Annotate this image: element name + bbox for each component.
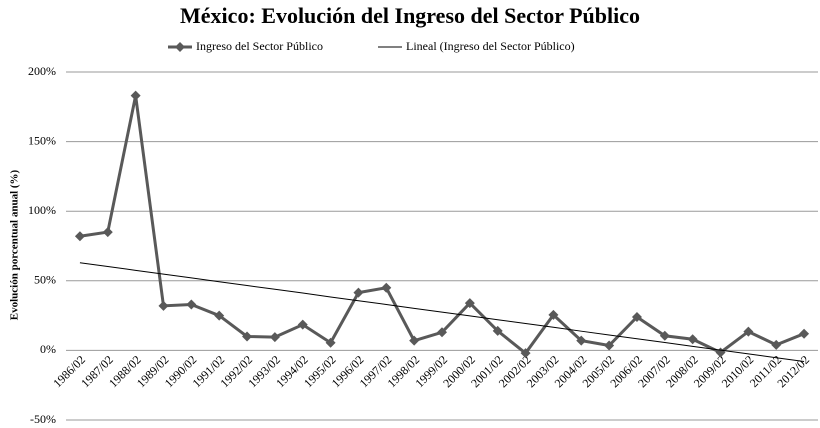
data-point <box>520 348 531 359</box>
series-line <box>79 95 805 356</box>
y-tick-label: 100% <box>28 203 56 217</box>
data-point <box>492 325 503 336</box>
data-point <box>297 319 308 330</box>
data-point <box>353 287 364 298</box>
data-point <box>409 335 420 346</box>
series-line <box>79 262 805 363</box>
data-point <box>743 326 754 337</box>
data-point <box>771 339 782 350</box>
y-tick-label: 50% <box>34 273 56 287</box>
y-tick-label: 0% <box>40 342 56 356</box>
legend-label: Lineal (Ingreso del Sector Público) <box>406 39 575 53</box>
data-point <box>269 332 280 343</box>
data-point <box>186 299 197 310</box>
data-point <box>242 331 253 342</box>
y-tick-label: 200% <box>28 64 56 78</box>
data-point <box>659 330 670 341</box>
data-point <box>102 227 113 238</box>
data-point <box>214 310 225 321</box>
data-point <box>74 231 85 242</box>
chart-title: México: Evolución del Ingreso del Sector… <box>180 3 640 28</box>
data-point <box>576 335 587 346</box>
data-point <box>130 90 141 101</box>
legend-marker <box>175 42 185 52</box>
y-tick-label: 150% <box>28 133 56 147</box>
data-point <box>158 300 169 311</box>
data-point <box>437 327 447 338</box>
data-point <box>799 328 810 339</box>
y-axis-label: Evolución porcentual anual (%) <box>9 169 21 320</box>
y-tick-label: -50% <box>30 412 56 426</box>
legend: Ingreso del Sector Público Lineal (Ingres… <box>168 39 575 53</box>
data-point <box>381 282 392 293</box>
data-point <box>687 334 698 345</box>
data-point <box>631 311 642 322</box>
data-point <box>325 337 336 348</box>
data-point <box>548 309 559 320</box>
legend-label: Ingreso del Sector Público <box>196 39 323 53</box>
data-point <box>604 340 615 351</box>
data-point <box>464 298 475 309</box>
